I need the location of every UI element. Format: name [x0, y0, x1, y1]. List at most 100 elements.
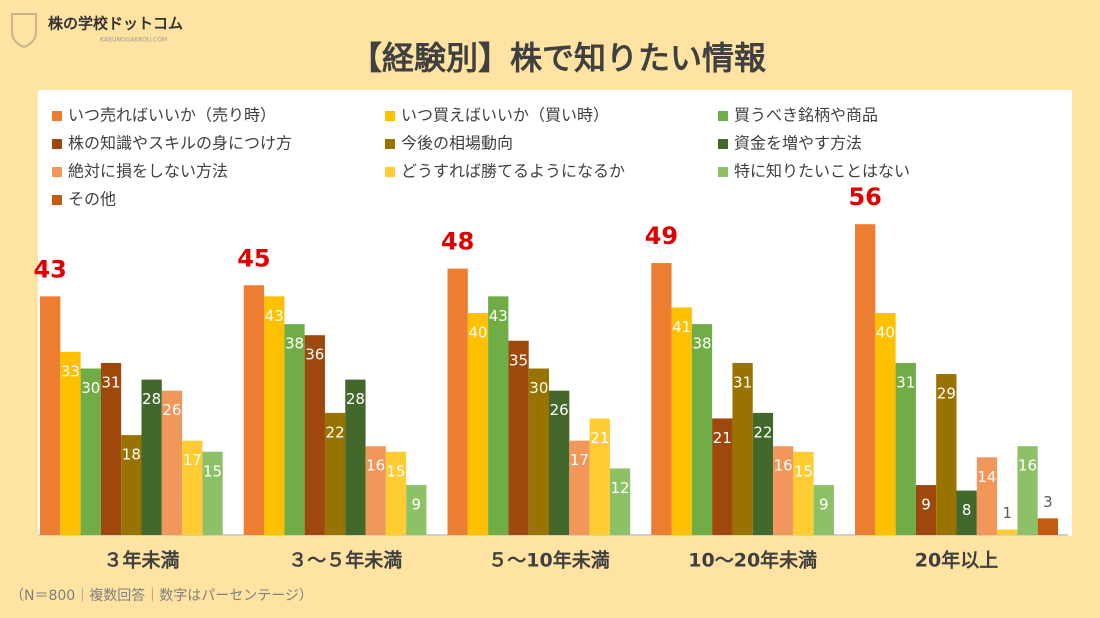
legend-swatch: [385, 139, 395, 149]
value-label: 15: [386, 462, 405, 480]
value-label: 18: [122, 446, 141, 464]
bar: [712, 418, 733, 535]
value-label: 56: [848, 183, 881, 211]
bar: [324, 412, 346, 535]
bar: [569, 440, 590, 535]
bar: [508, 340, 529, 535]
bar: [528, 368, 549, 535]
legend-label: 特に知りたいことはない: [734, 162, 910, 181]
value-label: 21: [713, 429, 732, 447]
value-label: 26: [162, 401, 181, 419]
value-label: 48: [441, 228, 474, 256]
value-label: 45: [237, 244, 270, 272]
x-tick-label: ３～５年未満: [288, 549, 402, 572]
bar: [243, 285, 265, 535]
value-label: 15: [203, 462, 222, 480]
value-label: 28: [142, 390, 161, 408]
value-label: 31: [102, 373, 121, 391]
bar: [589, 418, 610, 535]
bar: [406, 485, 427, 535]
bar: [793, 451, 814, 535]
value-label: 38: [285, 335, 304, 353]
bar: [100, 362, 122, 535]
bar: [671, 307, 692, 535]
value-label: 30: [529, 379, 548, 397]
value-label: 15: [794, 462, 813, 480]
value-label: 12: [611, 479, 630, 497]
bar: [304, 335, 325, 535]
value-label: 35: [509, 351, 528, 369]
bar: [202, 451, 223, 535]
legend-label: 買うべき銘柄や商品: [734, 106, 878, 125]
bar: [813, 485, 834, 535]
legend-label: 今後の相場動向: [401, 134, 513, 153]
bar: [182, 440, 203, 535]
bar: [609, 468, 631, 535]
logo-subtext: KABUNOGAKKOU.COM: [100, 37, 167, 44]
value-label: 49: [645, 222, 678, 250]
logo-text: 株の学校ドットコム: [48, 15, 183, 33]
legend-swatch: [52, 111, 62, 121]
legend-label: いつ買えばいいか（買い時）: [401, 106, 609, 125]
legend-label: 株の知識やスキルの身につけ方: [68, 134, 292, 153]
bar: [365, 446, 386, 535]
footnote: （N＝800｜複数回答｜数字はパーセンテージ）: [10, 587, 313, 604]
bar: [773, 446, 794, 535]
bar: [121, 435, 142, 535]
bar: [732, 362, 753, 535]
value-label: 43: [33, 255, 66, 283]
value-label: 36: [305, 346, 324, 364]
value-label: 21: [590, 429, 609, 447]
legend-label: いつ売ればいいか（売り時）: [68, 106, 276, 125]
value-label: 29: [937, 385, 956, 403]
x-tick-label: ５～10年未満: [488, 549, 609, 572]
x-tick-label: 10～20年未満: [688, 549, 817, 572]
logo-icon: [11, 13, 37, 49]
chart-title: 【経験別】株で知りたい情報: [350, 39, 766, 77]
bar: [284, 324, 305, 535]
legend-label: 資金を増やす方法: [734, 134, 862, 153]
value-label: 16: [774, 457, 793, 475]
value-label: 38: [692, 335, 711, 353]
value-label: 9: [921, 496, 931, 514]
value-label: 9: [819, 496, 829, 514]
legend-swatch: [385, 167, 395, 177]
bar: [60, 351, 81, 535]
legend-swatch: [718, 167, 728, 177]
value-label: 1: [1002, 504, 1012, 522]
bar: [895, 362, 916, 535]
value-label: 33: [61, 362, 80, 380]
value-label: 40: [876, 324, 895, 342]
legend-swatch: [718, 139, 728, 149]
bar: [161, 390, 183, 535]
bar: [915, 485, 937, 535]
bar: [855, 224, 876, 535]
value-label: 16: [1018, 457, 1037, 475]
legend-swatch: [52, 167, 62, 177]
bar: [345, 379, 366, 535]
value-label: 8: [962, 501, 972, 519]
legend-label: その他: [68, 190, 116, 209]
value-label: 22: [753, 423, 772, 441]
value-label: 43: [265, 307, 284, 325]
value-label: 40: [468, 324, 487, 342]
value-label: 17: [570, 451, 589, 469]
value-label: 28: [346, 390, 365, 408]
value-label: 30: [81, 379, 100, 397]
value-label: 9: [412, 496, 422, 514]
value-label: 41: [672, 318, 691, 336]
legend-swatch: [52, 139, 62, 149]
bar: [141, 379, 162, 535]
bar: [549, 390, 570, 535]
bar: [488, 296, 509, 535]
bar: [976, 457, 998, 535]
bar: [875, 313, 896, 535]
value-label: 31: [733, 373, 752, 391]
value-label: 16: [366, 457, 385, 475]
x-tick-label: 20年以上: [915, 549, 998, 572]
legend-swatch: [52, 195, 62, 205]
bar: [385, 451, 407, 535]
legend-label: 絶対に損をしない方法: [68, 162, 228, 181]
bar: [80, 368, 101, 535]
bar: [651, 263, 672, 535]
